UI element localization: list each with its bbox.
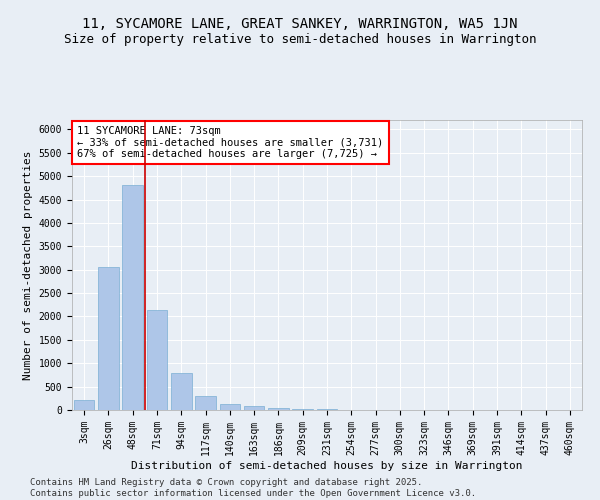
- Text: Size of property relative to semi-detached houses in Warrington: Size of property relative to semi-detach…: [64, 32, 536, 46]
- Bar: [98, 268, 119, 410]
- Bar: [146, 310, 167, 410]
- Y-axis label: Number of semi-detached properties: Number of semi-detached properties: [23, 150, 33, 380]
- Text: Contains HM Land Registry data © Crown copyright and database right 2025.
Contai: Contains HM Land Registry data © Crown c…: [30, 478, 476, 498]
- Bar: [220, 404, 240, 410]
- Bar: [195, 396, 216, 410]
- Text: 11, SYCAMORE LANE, GREAT SANKEY, WARRINGTON, WA5 1JN: 11, SYCAMORE LANE, GREAT SANKEY, WARRING…: [82, 18, 518, 32]
- Bar: [171, 372, 191, 410]
- Bar: [268, 408, 289, 410]
- Text: 11 SYCAMORE LANE: 73sqm
← 33% of semi-detached houses are smaller (3,731)
67% of: 11 SYCAMORE LANE: 73sqm ← 33% of semi-de…: [77, 126, 383, 159]
- Bar: [74, 400, 94, 410]
- Bar: [244, 406, 265, 410]
- Bar: [122, 186, 143, 410]
- X-axis label: Distribution of semi-detached houses by size in Warrington: Distribution of semi-detached houses by …: [131, 460, 523, 470]
- Bar: [317, 409, 337, 410]
- Bar: [292, 408, 313, 410]
